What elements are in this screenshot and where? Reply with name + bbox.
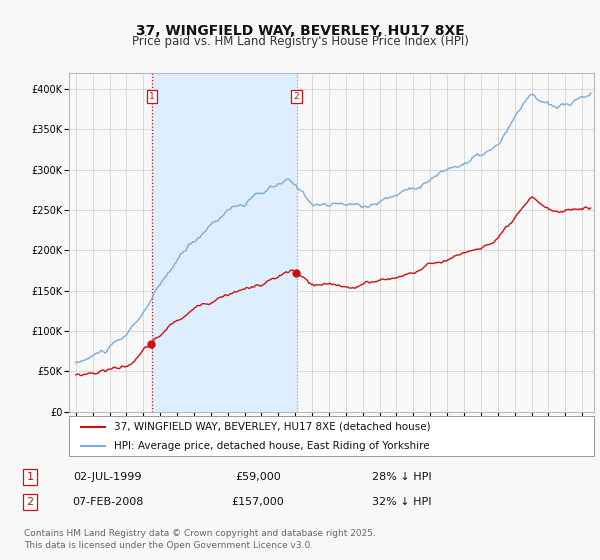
Text: Contains HM Land Registry data © Crown copyright and database right 2025.
This d: Contains HM Land Registry data © Crown c…	[24, 529, 376, 550]
Bar	[152, 73, 296, 412]
Text: £157,000: £157,000	[232, 497, 284, 507]
Text: Price paid vs. HM Land Registry's House Price Index (HPI): Price paid vs. HM Land Registry's House …	[131, 35, 469, 48]
Text: 28% ↓ HPI: 28% ↓ HPI	[372, 472, 432, 482]
Text: HPI: Average price, detached house, East Riding of Yorkshire: HPI: Average price, detached house, East…	[113, 441, 429, 450]
Text: 2: 2	[26, 497, 34, 507]
Text: 1: 1	[26, 472, 34, 482]
Text: £59,000: £59,000	[235, 472, 281, 482]
Text: 37, WINGFIELD WAY, BEVERLEY, HU17 8XE (detached house): 37, WINGFIELD WAY, BEVERLEY, HU17 8XE (d…	[113, 422, 430, 432]
Text: 37, WINGFIELD WAY, BEVERLEY, HU17 8XE: 37, WINGFIELD WAY, BEVERLEY, HU17 8XE	[136, 24, 464, 38]
Text: 32% ↓ HPI: 32% ↓ HPI	[372, 497, 432, 507]
Text: 2: 2	[294, 92, 299, 101]
Text: 02-JUL-1999: 02-JUL-1999	[74, 472, 142, 482]
Text: 07-FEB-2008: 07-FEB-2008	[73, 497, 143, 507]
Text: 1: 1	[149, 92, 155, 101]
